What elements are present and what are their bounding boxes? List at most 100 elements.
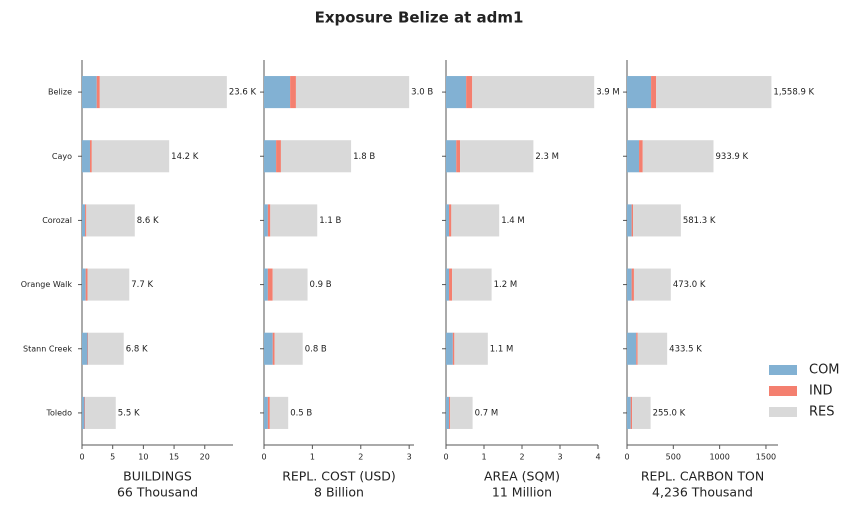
bar-segment (472, 76, 595, 109)
bar-segment (446, 76, 467, 109)
x-axis-sublabel: 66 Thousand (117, 485, 198, 500)
bar-segment (632, 396, 651, 429)
bar-segment (87, 268, 130, 301)
bar-segment (89, 140, 92, 173)
bar-segment (96, 76, 100, 109)
total-label: 0.9 B (310, 280, 332, 290)
total-label: 7.7 K (131, 280, 153, 290)
total-label: 2.3 M (535, 152, 559, 162)
x-tick-label: 15 (169, 453, 179, 462)
x-tick-label: 1000 (709, 453, 729, 462)
bar-segment (456, 140, 461, 173)
bar-segment (264, 204, 268, 237)
y-tick-label: Toledo (45, 408, 72, 417)
total-label: 8.6 K (137, 216, 159, 226)
total-label: 255.0 K (653, 408, 686, 418)
total-label: 0.5 B (290, 408, 312, 418)
bar-segment (460, 140, 534, 173)
x-tick-label: 3 (557, 453, 562, 462)
total-label: 581.3 K (683, 216, 716, 226)
x-axis-label: REPL. CARBON TON (641, 469, 764, 484)
x-tick-label: 0 (443, 453, 448, 462)
chart-title: Exposure Belize at adm1 (315, 9, 524, 27)
bar-segment (637, 332, 668, 365)
total-label: 473.0 K (673, 280, 706, 290)
bar-segment (86, 204, 135, 237)
bar-segment (446, 204, 450, 237)
x-tick-label: 500 (666, 453, 681, 462)
bar-segment (264, 140, 277, 173)
bar-segment (446, 268, 450, 301)
x-tick-label: 1 (481, 453, 486, 462)
total-label: 6.8 K (126, 344, 148, 354)
bar-segment (99, 76, 227, 109)
legend-label: RES (809, 405, 835, 420)
bar-segment (85, 268, 88, 301)
bar-segment (270, 204, 318, 237)
x-tick-label: 0 (261, 453, 266, 462)
total-label: 1.1 B (319, 216, 341, 226)
bar-segment (452, 332, 455, 365)
bar-segment (452, 268, 492, 301)
bar-segment (450, 396, 473, 429)
bar-segment (88, 332, 124, 365)
x-tick-label: 10 (138, 453, 148, 462)
bar-segment (636, 332, 638, 365)
total-label: 23.6 K (229, 88, 257, 98)
total-label: 3.9 M (596, 88, 620, 98)
x-tick-label: 1 (310, 453, 315, 462)
total-label: 1.1 M (490, 344, 514, 354)
total-label: 1,558.9 K (773, 88, 814, 98)
bar-segment (633, 268, 671, 301)
bar-segment (449, 268, 453, 301)
bar-segment (85, 396, 116, 429)
bar-segment (272, 332, 275, 365)
total-label: 0.8 B (305, 344, 327, 354)
bar-segment (276, 140, 281, 173)
x-tick-label: 0 (624, 453, 629, 462)
bar-segment (267, 396, 270, 429)
bar-segment (264, 76, 291, 109)
bar-segment (642, 140, 714, 173)
bar-segment (267, 268, 273, 301)
bar-segment (454, 332, 488, 365)
total-label: 433.5 K (669, 344, 702, 354)
bar-segment (630, 396, 633, 429)
bar-segment (82, 268, 86, 301)
bar-segment (269, 396, 289, 429)
bar-segment (91, 140, 170, 173)
bar-segment (627, 268, 632, 301)
total-label: 933.9 K (716, 152, 749, 162)
bar-segment (264, 396, 268, 429)
bar-segment (449, 204, 452, 237)
total-label: 5.5 K (118, 408, 140, 418)
bar-segment (631, 204, 634, 237)
y-tick-label: Orange Walk (21, 280, 73, 289)
bar-segment (82, 396, 85, 429)
bar-segment (656, 76, 772, 109)
legend-label: COM (809, 363, 840, 378)
y-tick-label: Corozal (42, 216, 72, 225)
y-tick-label: Belize (48, 88, 72, 97)
x-tick-label: 20 (200, 453, 210, 462)
x-axis-label: AREA (SQM) (484, 469, 560, 484)
total-label: 1.2 M (494, 280, 518, 290)
x-tick-label: 5 (110, 453, 115, 462)
x-axis-sublabel: 4,236 Thousand (652, 485, 753, 500)
bar-segment (272, 268, 308, 301)
bar-segment (639, 140, 643, 173)
x-axis-sublabel: 11 Million (492, 485, 552, 500)
y-tick-label: Stann Creek (23, 344, 72, 353)
bar-segment (627, 204, 632, 237)
bar-segment (264, 332, 273, 365)
legend-swatch (769, 386, 797, 396)
bar-segment (85, 204, 87, 237)
bar-segment (290, 76, 296, 109)
bar-segment (633, 204, 681, 237)
total-label: 0.7 M (475, 408, 499, 418)
bar-segment (446, 396, 450, 429)
x-tick-label: 4 (595, 453, 600, 462)
x-axis-label: BUILDINGS (123, 469, 192, 484)
legend-swatch (769, 407, 797, 417)
